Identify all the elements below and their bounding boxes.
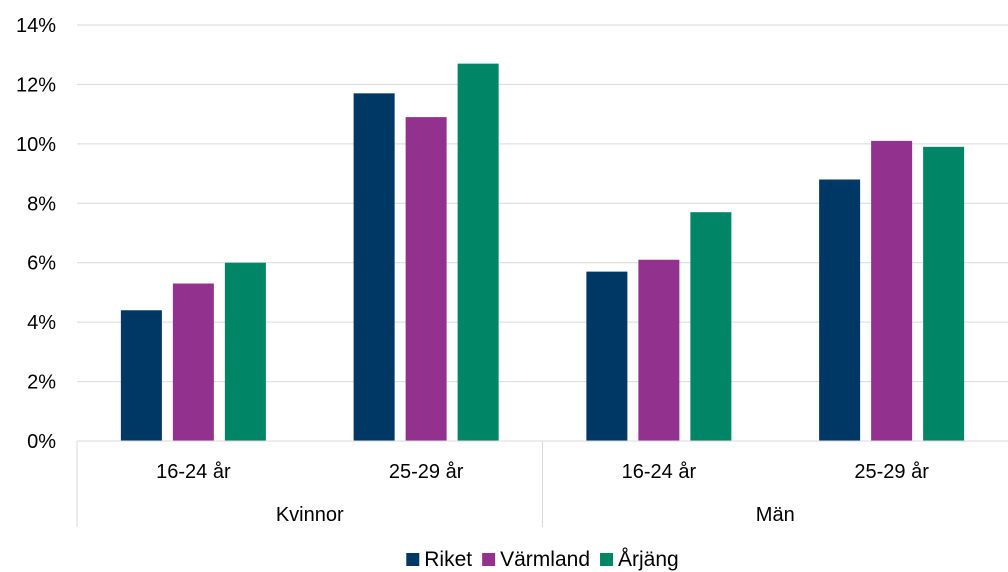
x-tick-label: 16-24 år <box>156 461 231 483</box>
y-tick-label: 12% <box>16 74 56 96</box>
bar <box>871 140 913 441</box>
x-tick-label: 25-29 år <box>389 461 464 483</box>
bar <box>690 212 732 441</box>
bar <box>923 146 965 442</box>
bar <box>172 283 214 441</box>
group-label: Män <box>756 504 795 526</box>
legend-swatch <box>482 553 496 566</box>
gridlines <box>77 24 1008 442</box>
y-tick-label: 2% <box>27 372 56 394</box>
legend-label: Årjäng <box>618 548 679 571</box>
y-axis-tick-labels: 0% 2% 4% 6% 8% 10% 12% 14% <box>16 15 56 453</box>
bar <box>353 93 395 441</box>
y-tick-label: 10% <box>16 134 56 156</box>
bars <box>120 63 965 442</box>
x-tick-label: 25-29 år <box>854 461 929 483</box>
group-label: Kvinnor <box>276 504 344 526</box>
bar <box>586 271 628 441</box>
y-tick-label: 14% <box>16 15 56 37</box>
legend-label: Riket <box>424 548 472 571</box>
legend-swatch <box>406 553 420 566</box>
x-tick-label: 16-24 år <box>622 461 697 483</box>
bar <box>638 259 680 441</box>
bar <box>120 310 162 441</box>
legend-swatch <box>600 553 614 566</box>
bar <box>224 262 266 441</box>
y-tick-label: 8% <box>27 193 56 215</box>
x-axis: 16-24 år 25-29 år Kvinnor 16-24 år 25-29 år M… <box>76 440 1008 527</box>
bar <box>457 63 499 441</box>
bar <box>819 179 861 441</box>
bar <box>405 117 447 441</box>
y-tick-label: 4% <box>27 312 56 334</box>
legend-label: Värmland <box>500 548 590 571</box>
y-tick-label: 6% <box>27 253 56 275</box>
y-tick-label: 0% <box>27 431 56 453</box>
legend: Riket Värmland Årjäng <box>406 548 679 571</box>
